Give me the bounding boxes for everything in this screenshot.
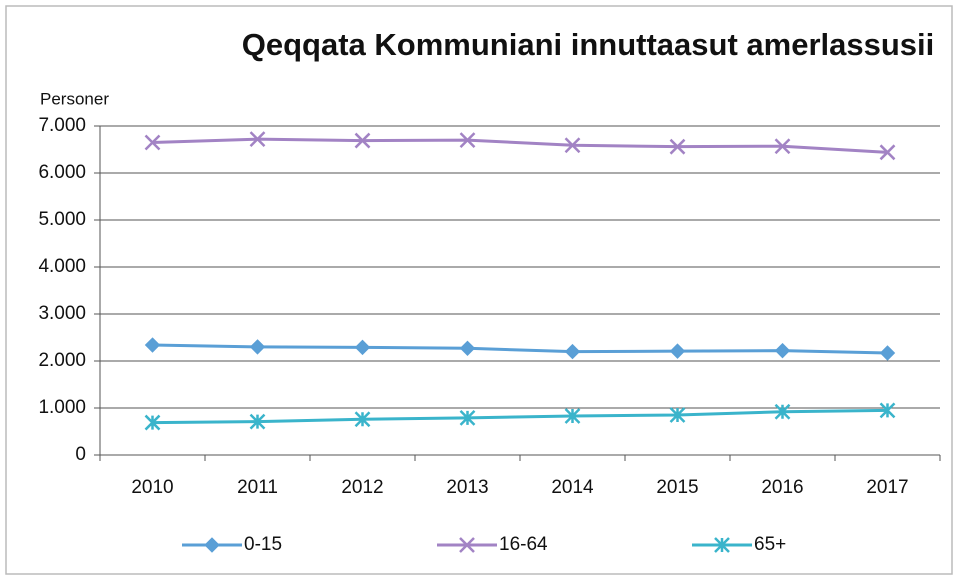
marker (459, 409, 476, 426)
marker (774, 138, 791, 155)
y-tick-label: 2.000 (38, 350, 86, 371)
marker (249, 413, 266, 430)
y-tick-label: 4.000 (38, 256, 86, 277)
marker (564, 408, 581, 424)
marker (774, 342, 791, 359)
chart-border (5, 5, 953, 575)
marker (249, 131, 266, 148)
marker (354, 339, 371, 356)
marker (144, 337, 161, 353)
marker (144, 414, 161, 431)
x-tick-label: 2012 (341, 477, 383, 498)
marker (879, 144, 896, 161)
y-tick-label: 0 (75, 444, 86, 465)
marker (459, 132, 476, 148)
marker (669, 138, 686, 155)
legend-label: 65+ (754, 534, 786, 555)
legend-label: 0-15 (244, 534, 282, 555)
series-line (152, 408, 888, 425)
x-tick-label: 2016 (761, 477, 803, 498)
y-tick-label: 5.000 (38, 209, 86, 230)
x-tick-label: 2017 (866, 477, 908, 498)
marker (714, 537, 730, 553)
x-tick-label: 2011 (237, 477, 278, 498)
legend-label: 16-64 (499, 534, 548, 555)
marker (879, 402, 896, 419)
marker (564, 137, 581, 154)
x-tick-label: 2015 (656, 477, 698, 498)
marker (249, 339, 266, 355)
marker (879, 345, 896, 361)
series-line (152, 137, 888, 154)
marker (459, 340, 476, 357)
marker (204, 537, 220, 553)
marker (774, 403, 791, 420)
marker (459, 537, 475, 553)
y-tick-label: 1.000 (38, 397, 86, 418)
marker (354, 411, 371, 428)
y-tick-label: 7.000 (38, 115, 86, 136)
marker (564, 343, 581, 360)
x-tick-label: 2014 (551, 477, 594, 498)
x-tick-label: 2010 (131, 477, 173, 498)
x-tick-label: 2013 (446, 477, 488, 498)
marker (669, 343, 686, 359)
y-axis-label: Personer (40, 89, 109, 108)
marker (354, 132, 371, 149)
y-tick-label: 6.000 (38, 162, 86, 183)
series-line (152, 343, 888, 355)
chart-title: Qeqqata Kommuniani innuttaasut amerlassu… (242, 27, 935, 62)
marker (669, 407, 686, 423)
y-tick-label: 3.000 (38, 303, 86, 324)
marker (144, 134, 161, 151)
